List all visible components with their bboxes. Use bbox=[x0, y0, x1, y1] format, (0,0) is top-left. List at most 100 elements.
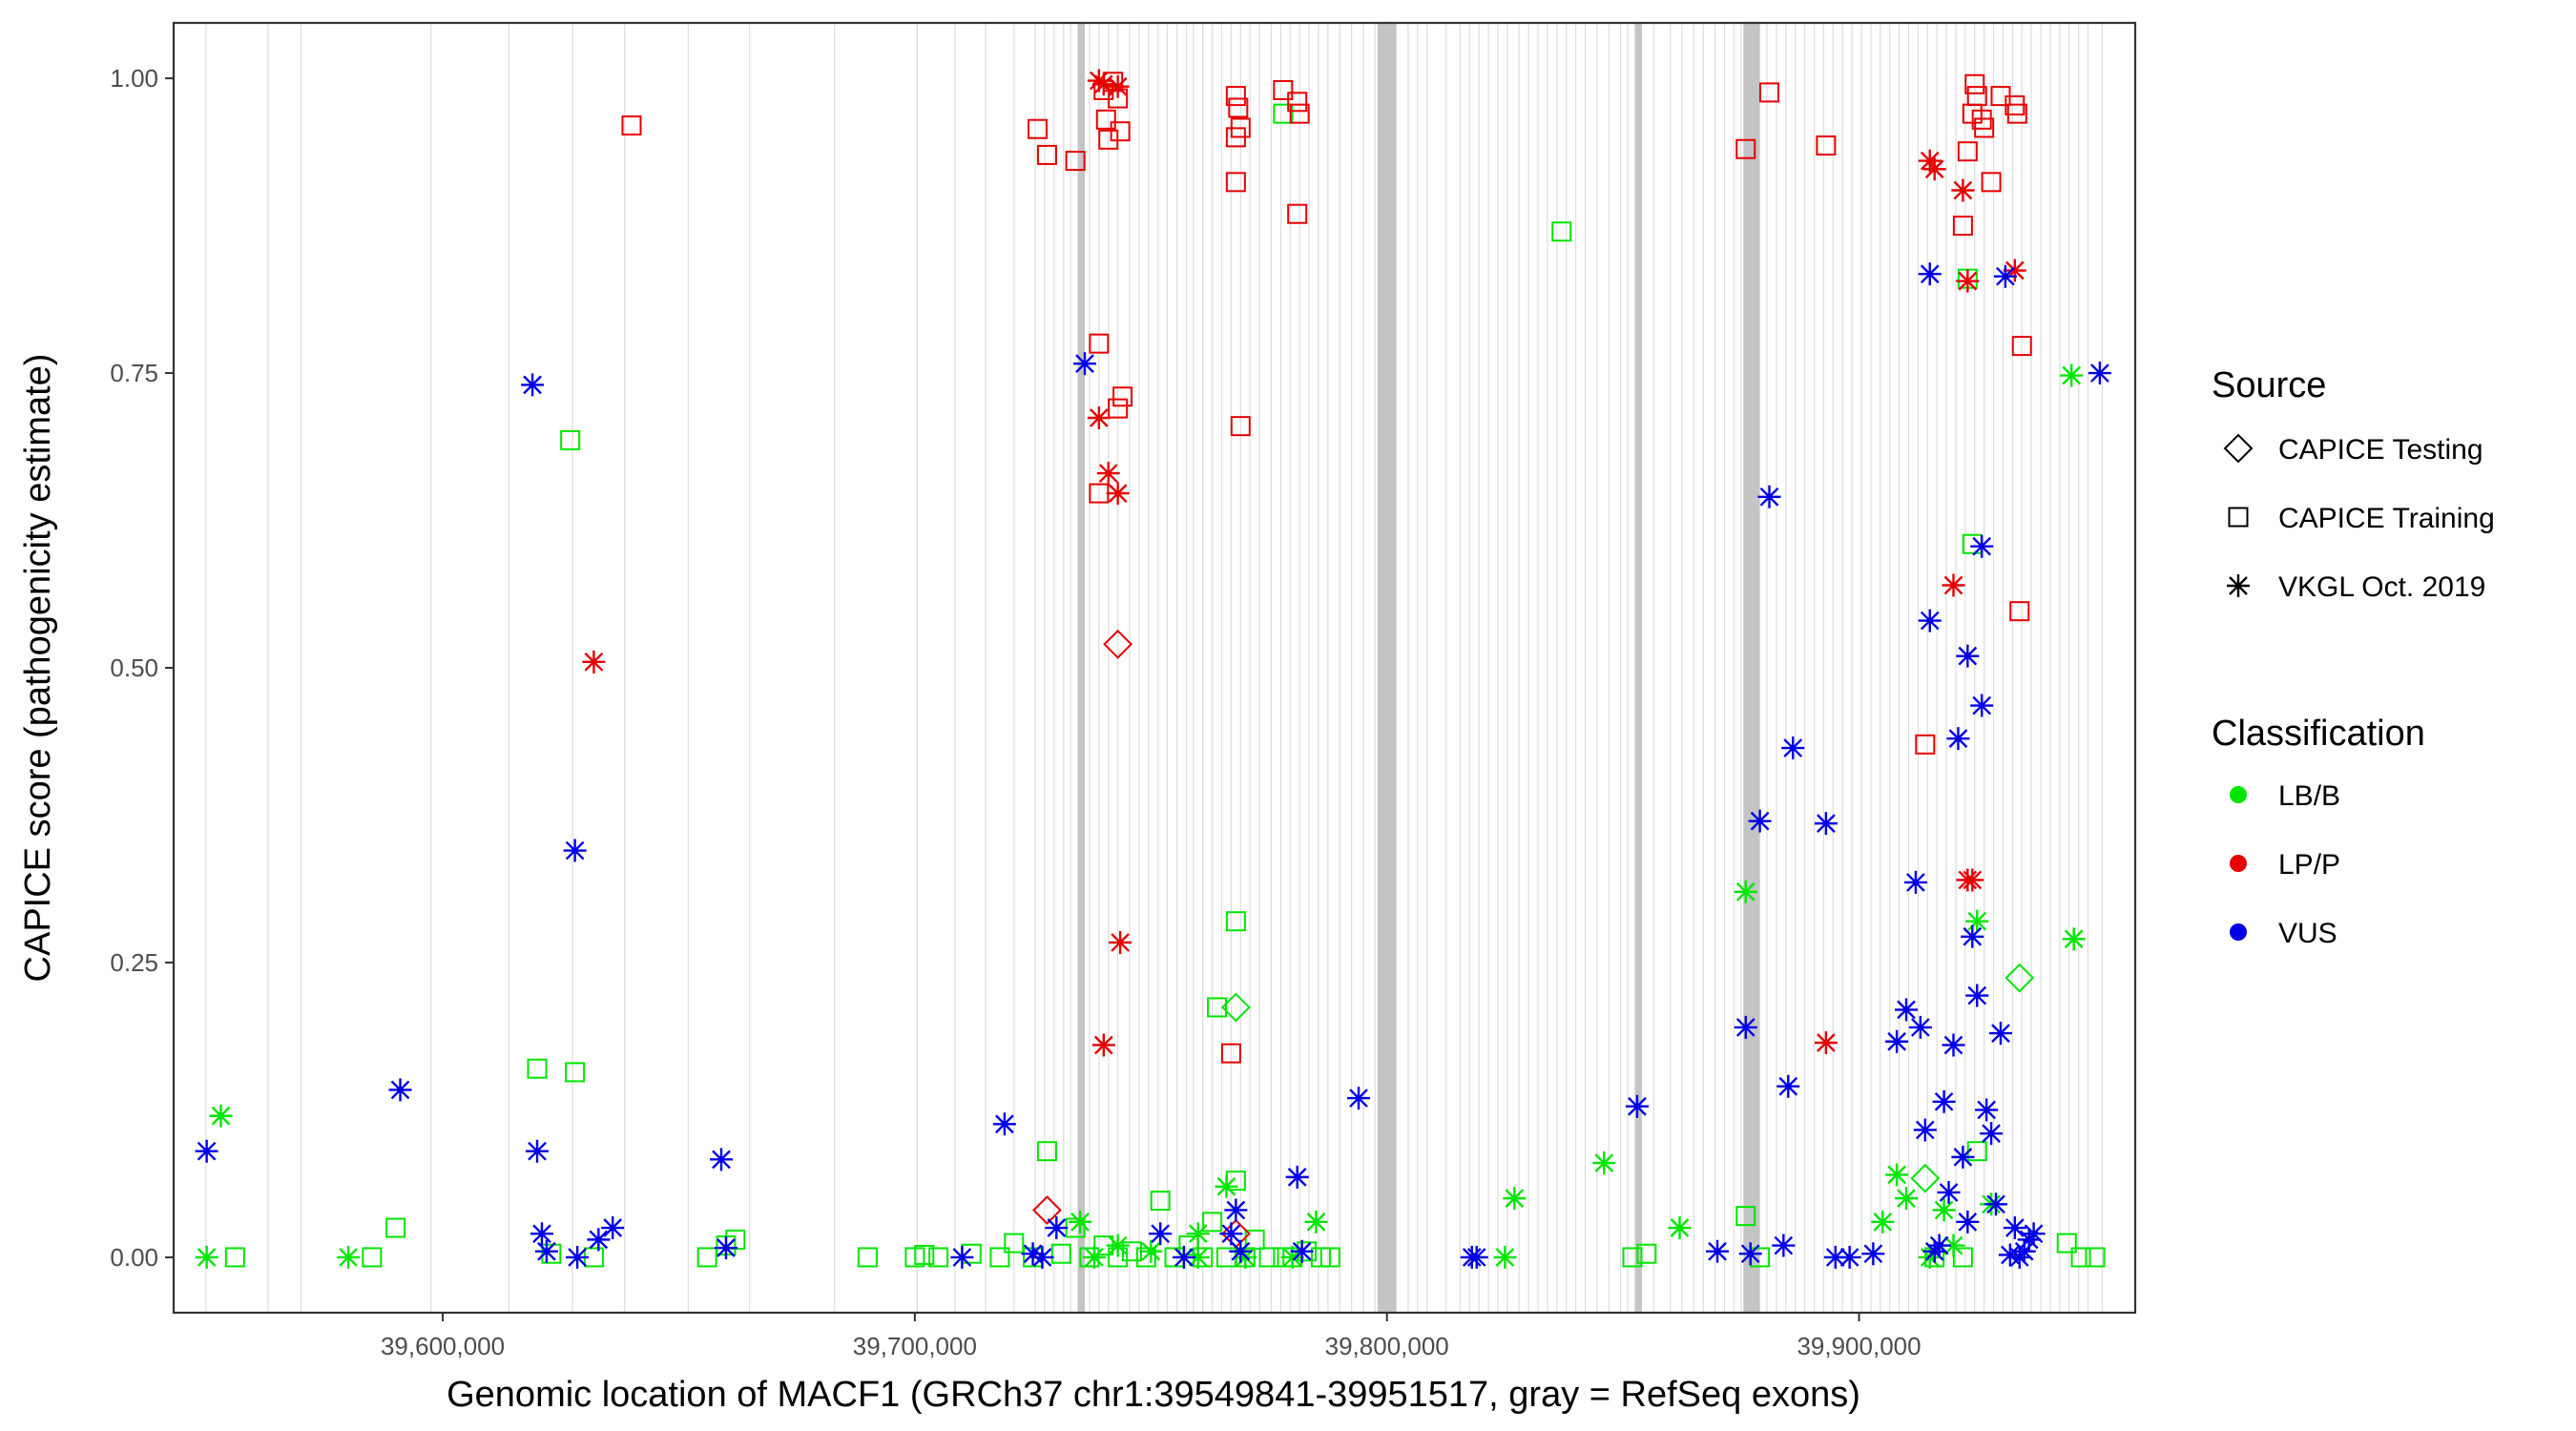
data-point bbox=[1738, 1242, 1762, 1266]
data-point bbox=[1592, 1151, 1616, 1175]
data-point bbox=[1823, 1245, 1847, 1269]
data-point bbox=[1036, 1141, 1057, 1162]
data-point bbox=[388, 1078, 412, 1102]
data-point bbox=[1112, 386, 1133, 407]
data-point bbox=[587, 1228, 611, 1252]
legend-key-dot bbox=[2230, 786, 2247, 803]
data-point bbox=[1937, 1180, 1961, 1204]
data-point bbox=[521, 373, 545, 397]
data-point bbox=[1287, 203, 1308, 224]
axes: 0.00 0.25 0.50 0.75 1.00 39,600,000 39,700,000… bbox=[110, 64, 1921, 1360]
data-point bbox=[209, 1104, 233, 1128]
data-point bbox=[1734, 1015, 1757, 1039]
exon-band bbox=[1377, 23, 1397, 1313]
data-point bbox=[1103, 629, 1133, 659]
data-point bbox=[1735, 1206, 1756, 1227]
data-point bbox=[621, 115, 642, 136]
data-point bbox=[1776, 1074, 1800, 1098]
data-point bbox=[1838, 1245, 1861, 1269]
data-point bbox=[1021, 1242, 1045, 1266]
data-point bbox=[566, 1245, 590, 1269]
data-point bbox=[1551, 221, 1572, 242]
data-point bbox=[1984, 1192, 2008, 1216]
series-LP-P-square bbox=[621, 72, 2032, 1064]
legend-label: LB/B bbox=[2278, 780, 2340, 812]
data-point bbox=[601, 1216, 625, 1240]
data-point bbox=[1186, 1245, 1210, 1269]
data-point bbox=[1957, 141, 1978, 162]
data-point bbox=[1980, 1122, 2004, 1146]
data-point bbox=[2009, 601, 2030, 622]
data-point bbox=[1946, 727, 1970, 751]
data-point bbox=[1668, 1216, 1692, 1240]
data-point bbox=[1004, 1233, 1025, 1254]
data-point bbox=[1225, 911, 1246, 932]
data-point bbox=[1918, 149, 1942, 173]
data-point bbox=[1103, 72, 1124, 93]
data-point bbox=[857, 1247, 878, 1268]
data-point bbox=[1942, 573, 1965, 597]
data-point bbox=[1091, 1033, 1115, 1057]
data-point bbox=[1625, 1094, 1649, 1118]
data-point bbox=[1961, 868, 1984, 892]
data-point bbox=[1108, 1247, 1129, 1268]
y-tick-label: 0.50 bbox=[110, 653, 158, 682]
data-point bbox=[1981, 172, 2002, 193]
data-point bbox=[1069, 1210, 1092, 1234]
data-point bbox=[1885, 1163, 1909, 1187]
data-point bbox=[1036, 144, 1057, 165]
data-point bbox=[1258, 1247, 1279, 1268]
data-point bbox=[1139, 1239, 1163, 1263]
data-point bbox=[1956, 269, 1980, 293]
data-point bbox=[1951, 1145, 1975, 1169]
data-point bbox=[195, 1139, 218, 1163]
data-point bbox=[1465, 1245, 1488, 1269]
data-point bbox=[1108, 398, 1129, 419]
data-point bbox=[1273, 103, 1294, 124]
y-tick-label: 1.00 bbox=[110, 64, 158, 93]
data-point bbox=[1149, 1222, 1173, 1246]
data-point bbox=[1108, 88, 1129, 109]
data-point bbox=[1285, 1165, 1309, 1189]
legend-label: CAPICE Testing bbox=[2278, 434, 2483, 466]
data-point bbox=[1032, 1195, 1062, 1225]
data-point bbox=[714, 1236, 737, 1260]
series-VUS-asterisk bbox=[195, 262, 2111, 1269]
x-tick-label: 39,600,000 bbox=[381, 1332, 505, 1360]
legend-source-title: Source bbox=[2212, 365, 2326, 405]
x-tick-label: 39,700,000 bbox=[853, 1332, 977, 1360]
y-tick-label: 0.75 bbox=[110, 359, 158, 387]
data-point bbox=[1814, 1030, 1838, 1054]
data-point bbox=[1289, 103, 1310, 124]
data-point bbox=[1910, 1163, 1941, 1193]
data-point bbox=[1974, 117, 1995, 138]
legend-key-asterisk bbox=[2227, 574, 2250, 597]
data-point bbox=[1028, 118, 1049, 139]
data-point bbox=[2070, 1247, 2091, 1268]
data-point bbox=[1993, 264, 2017, 288]
data-point bbox=[1202, 1212, 1223, 1233]
data-point bbox=[1093, 1235, 1114, 1256]
data-point bbox=[2088, 362, 2111, 385]
data-point bbox=[1050, 1243, 1071, 1264]
data-point bbox=[1922, 157, 1946, 181]
data-point bbox=[1952, 216, 1973, 237]
data-point bbox=[1942, 1234, 1965, 1257]
data-point bbox=[195, 1245, 218, 1269]
data-point bbox=[1871, 1210, 1895, 1234]
data-point bbox=[1229, 1239, 1253, 1263]
data-point bbox=[1759, 82, 1780, 103]
data-point bbox=[1225, 172, 1246, 193]
data-point bbox=[2003, 259, 2026, 282]
data-point bbox=[1065, 151, 1086, 172]
data-point bbox=[1503, 1187, 1527, 1211]
data-point bbox=[527, 1058, 548, 1079]
exon-band bbox=[1634, 23, 1642, 1313]
data-point bbox=[989, 1247, 1010, 1268]
legend-label: CAPICE Training bbox=[2278, 503, 2495, 534]
legend-source-items: CAPICE Testing CAPICE Training VKGL Oct. 2… bbox=[2223, 433, 2495, 603]
data-point bbox=[1230, 416, 1251, 437]
data-point bbox=[2060, 363, 2084, 387]
